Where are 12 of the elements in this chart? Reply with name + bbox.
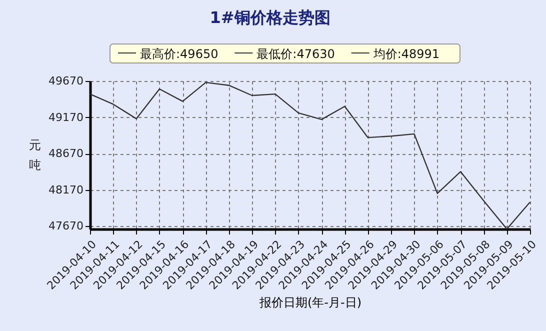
y-tick-label: 48170 <box>48 183 84 196</box>
chart-title: 1#铜价格走势图 <box>210 8 330 27</box>
text: 均价:48991 <box>372 47 440 61</box>
text: 最低价:47630 <box>256 47 335 61</box>
y-tick-label: 49670 <box>48 74 84 88</box>
text: 最高价:49650 <box>140 47 218 61</box>
y-axis-title: 元吨 <box>29 138 41 172</box>
line-series <box>89 82 531 230</box>
y-tick-label: 49170 <box>48 110 84 124</box>
x-axis-title: 报价日期(年-月-日) <box>258 295 362 310</box>
y-tick-label: 47670 <box>48 220 84 233</box>
y-tick-label: 48670 <box>48 147 84 160</box>
